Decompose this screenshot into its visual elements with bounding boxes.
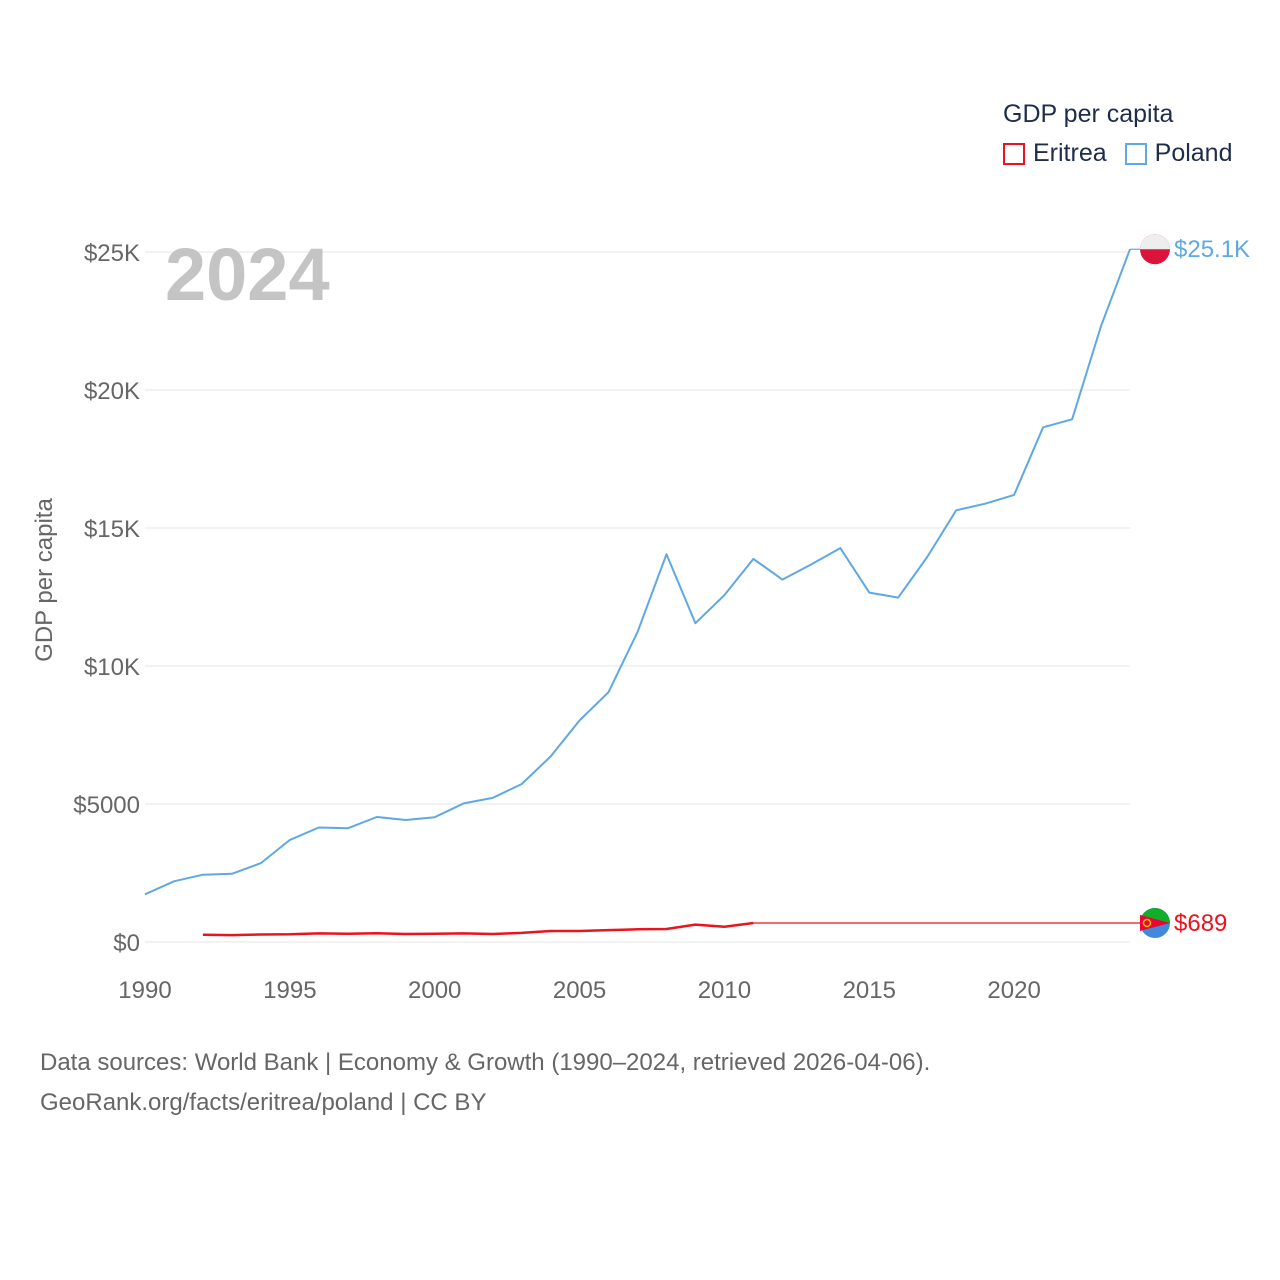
legend-label-eritrea: Eritrea bbox=[1033, 139, 1107, 167]
y-tick-label: $0 bbox=[113, 930, 140, 957]
x-tick-label: 2005 bbox=[553, 977, 606, 1004]
y-tick-label: $20K bbox=[84, 378, 140, 405]
y-tick-labels: $0 $5000 $10K $15K $20K $25K bbox=[73, 240, 140, 957]
y-tick-label: $25K bbox=[84, 240, 140, 267]
x-tick-label: 2010 bbox=[698, 977, 751, 1004]
flag-icon-eritrea bbox=[1140, 907, 1170, 938]
series-line-eritrea bbox=[202, 921, 754, 937]
x-tick-label: 2020 bbox=[987, 977, 1040, 1004]
series-lines bbox=[144, 248, 1140, 937]
flag-icon-poland bbox=[1140, 234, 1170, 265]
x-tick-label: 1990 bbox=[118, 977, 171, 1004]
x-tick-label: 1995 bbox=[263, 977, 316, 1004]
year-watermark: 2024 bbox=[165, 233, 330, 316]
footer-sources: Data sources: World Bank | Economy & Gro… bbox=[40, 1049, 931, 1076]
y-tick-label: $10K bbox=[84, 654, 140, 681]
footer: Data sources: World Bank | Economy & Gro… bbox=[40, 1043, 930, 1123]
end-markers: $25.1K $689 bbox=[1140, 234, 1250, 938]
x-tick-labels: 1990 1995 2000 2005 2010 2015 2020 bbox=[118, 977, 1041, 1004]
legend-items: Eritrea Poland bbox=[1003, 139, 1251, 168]
footer-link[interactable]: GeoRank.org/facts/eritrea/poland | CC BY bbox=[40, 1089, 487, 1116]
legend-item-poland[interactable]: Poland bbox=[1124, 139, 1233, 168]
end-value-label-eritrea: $689 bbox=[1174, 910, 1227, 937]
y-tick-label: $15K bbox=[84, 516, 140, 543]
legend-swatch-eritrea bbox=[1003, 142, 1025, 165]
series-line-poland bbox=[144, 248, 1131, 896]
x-tick-label: 2000 bbox=[408, 977, 461, 1004]
gridlines bbox=[145, 251, 1130, 943]
legend-item-eritrea[interactable]: Eritrea bbox=[1003, 139, 1107, 168]
x-tick-label: 2015 bbox=[843, 977, 896, 1004]
legend-label-poland: Poland bbox=[1154, 139, 1233, 167]
y-tick-label: $5000 bbox=[73, 792, 140, 819]
legend: GDP per capita Eritrea Poland bbox=[1003, 100, 1251, 168]
legend-swatch-poland bbox=[1124, 142, 1147, 165]
legend-title: GDP per capita bbox=[1003, 100, 1174, 128]
end-value-label-poland: $25.1K bbox=[1174, 236, 1250, 263]
y-axis-title: GDP per capita bbox=[31, 498, 58, 662]
